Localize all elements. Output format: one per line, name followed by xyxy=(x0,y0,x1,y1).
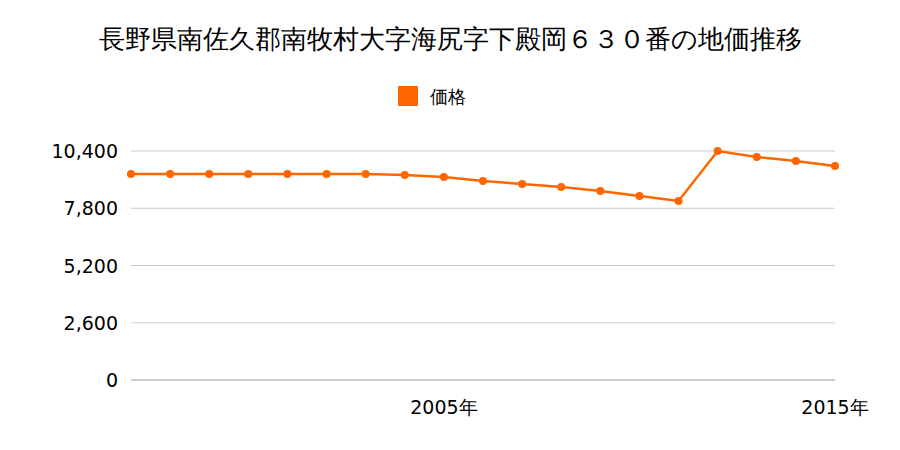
point xyxy=(283,170,291,178)
point xyxy=(205,170,213,178)
point xyxy=(323,170,331,178)
title: 長野県南佐久郡南牧村大字海尻字下殿岡６３０番の地価推移 xyxy=(99,24,802,54)
y-tick-label: 10,400 xyxy=(52,140,118,162)
grid-line xyxy=(131,265,835,266)
point xyxy=(596,187,604,195)
y-tick-label: 2,600 xyxy=(64,312,118,334)
point xyxy=(792,157,800,165)
y-tick-label: 7,800 xyxy=(64,197,118,219)
point xyxy=(479,177,487,185)
y-tick-label: 0 xyxy=(106,369,118,391)
point xyxy=(518,180,526,188)
line xyxy=(131,151,835,201)
grid-line xyxy=(131,208,835,209)
grid-line xyxy=(131,322,835,323)
point xyxy=(831,162,839,170)
point xyxy=(127,170,135,178)
point xyxy=(675,197,683,205)
point xyxy=(244,170,252,178)
grid-line xyxy=(131,151,835,152)
point xyxy=(362,170,370,178)
point xyxy=(753,153,761,161)
point xyxy=(440,173,448,181)
point xyxy=(557,183,565,191)
x-tick-label: 2015年 xyxy=(801,396,868,418)
x-tick-label: 2005年 xyxy=(410,396,477,418)
legend-swatch xyxy=(398,86,418,106)
point xyxy=(166,170,174,178)
point xyxy=(401,171,409,179)
chart: 長野県南佐久郡南牧村大字海尻字下殿岡６３０番の地価推移価格 0 2,600 5,200… xyxy=(0,0,900,450)
grid-line xyxy=(131,380,835,381)
legend-label: 価格 xyxy=(430,86,466,107)
point xyxy=(635,192,643,200)
y-tick-label: 5,200 xyxy=(64,255,118,277)
plot-area xyxy=(127,147,839,205)
point xyxy=(714,147,722,155)
